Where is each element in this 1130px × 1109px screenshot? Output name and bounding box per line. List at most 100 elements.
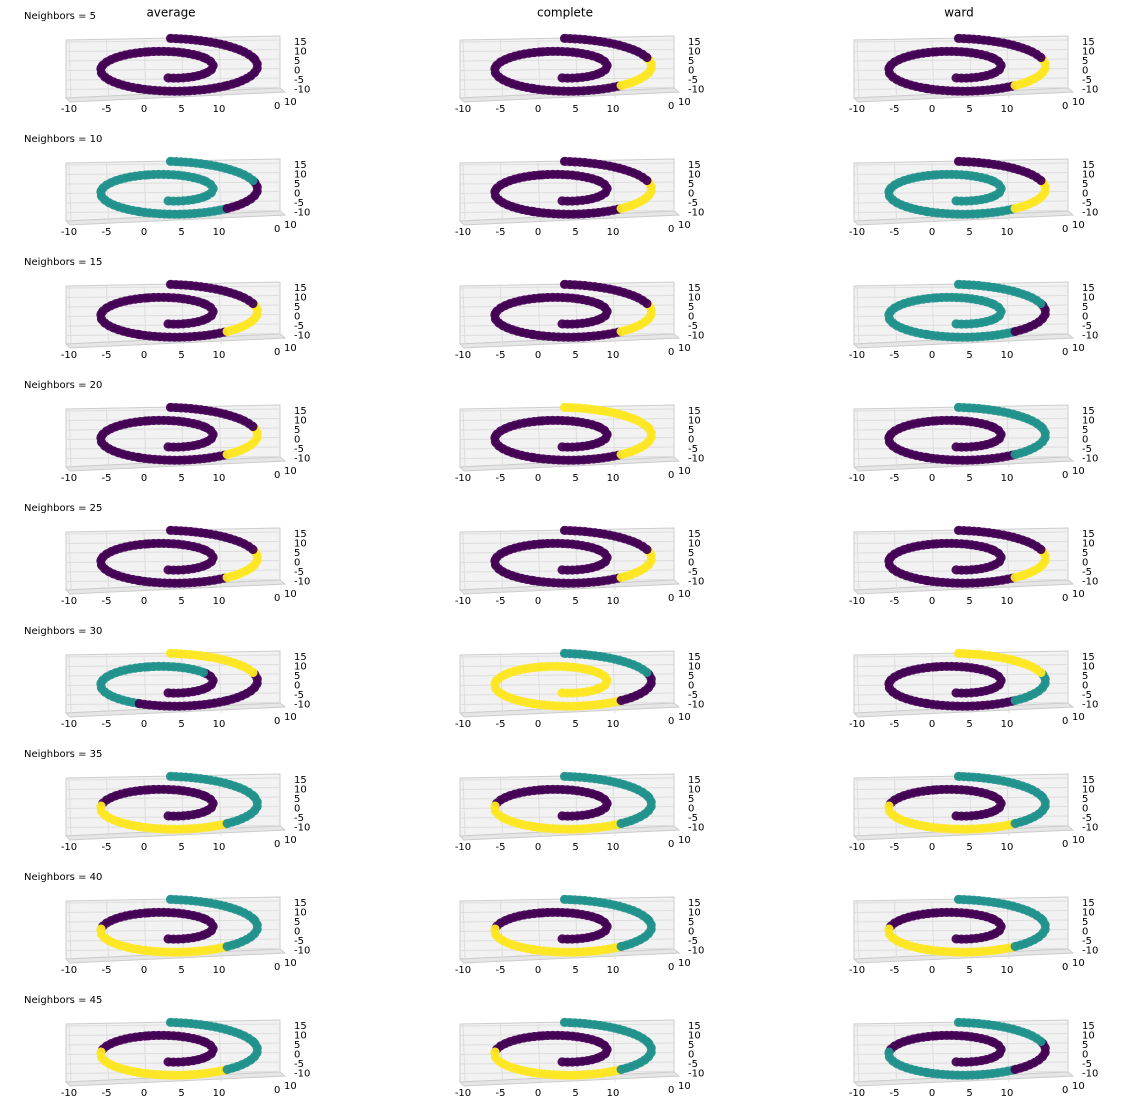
cluster-segment-core (596, 915, 611, 937)
x-tick-label: 5 (178, 965, 184, 976)
x-tick-label: 10 (213, 473, 226, 484)
x-tick-label: 10 (1001, 473, 1014, 484)
cluster-segment-core (955, 35, 1043, 60)
cluster-segment-core (98, 418, 146, 439)
cluster-segment-core (955, 773, 1043, 798)
x-tick-label: -5 (496, 473, 506, 484)
cluster-segment-core (145, 663, 205, 676)
cluster-segment-core (539, 48, 599, 61)
z-tick-label: 15 (294, 406, 307, 417)
x-tick-label: 10 (607, 473, 620, 484)
x-grid (68, 162, 72, 222)
z-tick-label: 10 (294, 785, 307, 796)
x-tick-label: 0 (535, 104, 541, 115)
z-tick-label: 5 (688, 794, 694, 805)
z-tick-label: -10 (294, 331, 310, 342)
z-tick-label: -5 (1082, 567, 1092, 578)
y-tick-label: 0 (1062, 593, 1068, 604)
cluster-segment-core (532, 451, 622, 464)
y-tick-label: 0 (668, 716, 674, 727)
x-tick-label: 10 (607, 965, 620, 976)
x-tick-label: 0 (929, 965, 935, 976)
cluster-segment-core (202, 177, 217, 199)
x-tick-label: 0 (535, 842, 541, 853)
z-tick-label: 5 (688, 179, 694, 190)
x-grid (894, 162, 897, 222)
cluster-segment-core (885, 67, 928, 92)
z-tick-label: 5 (294, 179, 300, 190)
cluster-segment-core (491, 67, 534, 92)
cluster-segment-core (933, 909, 993, 922)
cluster-segment-core (885, 559, 928, 584)
z-tick-label: 10 (688, 170, 701, 181)
x-tick-label: 5 (178, 104, 184, 115)
z-tick-label: 15 (688, 406, 701, 417)
cluster-segment-core (561, 561, 602, 574)
row-label: Neighbors = 40 (24, 872, 102, 883)
x-tick-label: -5 (102, 965, 112, 976)
x-tick-label: 5 (178, 719, 184, 730)
x-tick-label: 5 (966, 227, 972, 238)
y-tick-label: 10 (678, 1081, 691, 1092)
x-tick-label: 5 (572, 596, 578, 607)
z-tick-label: 5 (294, 56, 300, 67)
x-tick-label: 5 (572, 227, 578, 238)
z-tick-label: -10 (1082, 1069, 1098, 1080)
z-tick-label: 10 (688, 785, 701, 796)
cluster-segment-core (202, 1038, 217, 1060)
z-tick-label: 0 (1082, 66, 1088, 77)
z-tick-label: 5 (294, 794, 300, 805)
x-tick-label: -10 (455, 965, 471, 976)
x-tick-label: -10 (61, 596, 77, 607)
cluster-segment-core (97, 190, 140, 215)
cluster-segment-core (97, 313, 140, 338)
x-grid (894, 654, 897, 714)
cluster-segment-core (620, 1039, 655, 1073)
x-tick-label: 10 (213, 104, 226, 115)
z-tick-label: 15 (688, 898, 701, 909)
x-tick-label: 10 (1001, 719, 1014, 730)
z-tick-label: 0 (688, 435, 694, 446)
cluster-segment-core (926, 451, 1016, 464)
z-tick-label: 5 (1082, 548, 1088, 559)
cluster-segment-core (138, 328, 228, 341)
cluster-segment-core (990, 54, 1005, 76)
cluster-segment-core (561, 192, 602, 205)
x-tick-label: -5 (890, 596, 900, 607)
x-tick-label: 0 (535, 1088, 541, 1099)
x-grid (500, 531, 503, 591)
z-tick-label: 10 (1082, 539, 1095, 550)
y-tick-label: 10 (284, 589, 297, 600)
cluster-segment-core (491, 682, 534, 707)
z-tick-label: 10 (1082, 1031, 1095, 1042)
z-tick-label: 10 (294, 662, 307, 673)
cluster-segment-core (885, 436, 928, 461)
x-grid (894, 408, 897, 468)
x-tick-label: 10 (1001, 350, 1014, 361)
y-tick-label: 10 (284, 220, 297, 231)
z-tick-label: 5 (294, 917, 300, 928)
x-tick-label: 5 (572, 842, 578, 853)
z-tick-label: 15 (688, 283, 701, 294)
row-label: Neighbors = 35 (24, 749, 102, 760)
cluster-segment-core (886, 295, 934, 316)
x-grid (68, 531, 72, 591)
cluster-segment-core (886, 910, 934, 931)
cluster-segment-core (926, 328, 1016, 341)
cluster-segment-core (596, 669, 611, 691)
z-tick-label: 15 (1082, 898, 1095, 909)
z-tick-label: -5 (1082, 936, 1092, 947)
cluster-segment-core (138, 82, 228, 95)
z-tick-label: 5 (294, 671, 300, 682)
x-grid (500, 654, 503, 714)
y-tick-label: 0 (668, 101, 674, 112)
cluster-segment-core (561, 930, 602, 943)
cluster-segment-core (202, 423, 217, 445)
x-tick-label: 0 (929, 719, 935, 730)
x-tick-label: 0 (535, 596, 541, 607)
